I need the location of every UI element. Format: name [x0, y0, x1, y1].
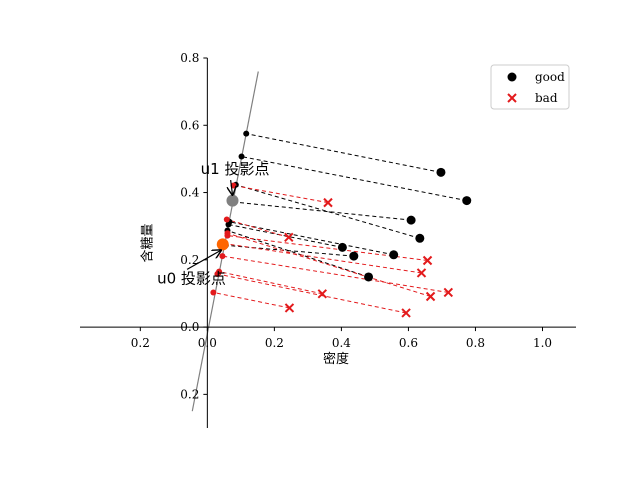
y-tick-label: 0.2	[180, 253, 199, 267]
bad-point	[401, 308, 411, 318]
bad-point	[323, 197, 333, 208]
good-point	[349, 251, 359, 261]
u0-mean-point	[216, 238, 229, 251]
annotation-arrow	[186, 250, 221, 270]
x-tick-label: 0.2	[265, 336, 284, 350]
good-point	[389, 250, 399, 260]
good-projection-dash	[233, 201, 412, 221]
x-tick-label: 0.6	[399, 336, 418, 350]
bad-projected-point	[223, 216, 230, 223]
bad-projection-dash	[222, 255, 449, 293]
bad-point	[284, 232, 294, 242]
good-point	[436, 167, 446, 177]
bad-projection-dash	[227, 232, 431, 297]
bad-projected-point	[219, 253, 226, 260]
y-tick-label: 0.2	[180, 387, 199, 401]
good-projected-point	[225, 221, 232, 228]
bad-projected-point	[214, 270, 221, 277]
x-tick-label: 0.2	[131, 336, 150, 350]
good-point	[364, 272, 374, 282]
bad-point	[422, 255, 433, 266]
bad-projection-dash	[217, 273, 407, 314]
annotation-label: u1 投影点	[201, 160, 270, 178]
y-axis-label: 含糖量	[139, 223, 155, 262]
y-tick-label: 0.8	[180, 51, 199, 65]
x-tick-label: 1.0	[533, 336, 552, 350]
good-projection-dash	[246, 133, 442, 173]
bad-projection-dash	[218, 271, 323, 295]
good-projection-dash	[241, 156, 467, 202]
bad-point	[284, 303, 295, 313]
bad-projection-dash	[227, 235, 428, 261]
good-projection-dash	[227, 230, 369, 278]
x-tick-label: 0.0	[198, 336, 217, 350]
good-point	[415, 233, 425, 243]
bad-projection-dash	[213, 291, 290, 309]
annotation-arrow	[231, 179, 233, 195]
legend-marker-bad	[507, 93, 517, 103]
y-tick-label: 0.0	[180, 320, 199, 334]
x-tick-label: 0.8	[466, 336, 485, 350]
bad-projected-point	[224, 232, 231, 239]
annotation-label: u0 投影点	[157, 269, 226, 287]
bad-point	[416, 268, 427, 278]
legend-label-good: good	[535, 70, 565, 84]
good-point	[337, 242, 347, 252]
good-point	[462, 196, 472, 206]
x-axis-label: 密度	[323, 351, 349, 367]
bad-projection-dash	[225, 243, 422, 274]
good-projection-dash	[235, 184, 420, 239]
y-tick-label: 0.4	[180, 186, 199, 200]
bad-point	[443, 287, 454, 298]
good-projected-point	[238, 153, 245, 160]
bad-point	[425, 291, 436, 302]
good-point	[406, 215, 416, 225]
good-projection-dash	[229, 221, 394, 256]
legend-marker-good	[507, 72, 517, 82]
good-projected-point	[243, 130, 250, 137]
legend-label-bad: bad	[535, 91, 558, 105]
x-tick-label: 0.4	[332, 336, 351, 350]
bad-projected-point	[210, 289, 217, 296]
bad-projection-dash	[226, 218, 289, 238]
u1-mean-point	[226, 194, 239, 207]
bad-projection-dash	[233, 184, 329, 204]
y-tick-label: 0.6	[180, 118, 199, 132]
bad-point	[317, 289, 328, 299]
